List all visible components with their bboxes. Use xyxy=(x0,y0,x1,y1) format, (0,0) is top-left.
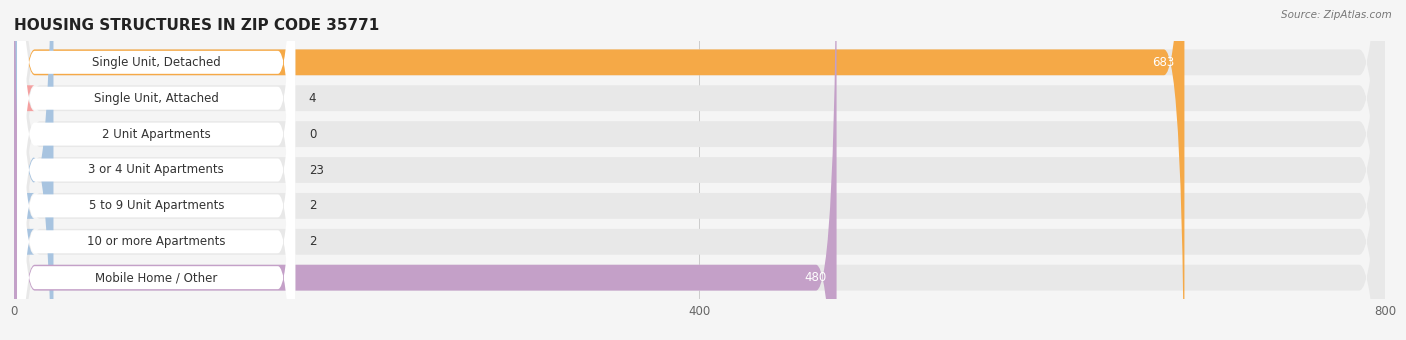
FancyBboxPatch shape xyxy=(17,0,295,340)
Text: 0: 0 xyxy=(309,128,316,141)
FancyBboxPatch shape xyxy=(0,0,35,340)
Text: Source: ZipAtlas.com: Source: ZipAtlas.com xyxy=(1281,10,1392,20)
Text: 3 or 4 Unit Apartments: 3 or 4 Unit Apartments xyxy=(89,164,224,176)
Text: 2: 2 xyxy=(309,199,316,212)
FancyBboxPatch shape xyxy=(14,0,1385,340)
FancyBboxPatch shape xyxy=(17,0,295,340)
FancyBboxPatch shape xyxy=(14,0,1385,340)
Text: 683: 683 xyxy=(1152,56,1174,69)
FancyBboxPatch shape xyxy=(17,0,295,340)
Text: Single Unit, Attached: Single Unit, Attached xyxy=(94,92,219,105)
FancyBboxPatch shape xyxy=(17,0,295,340)
FancyBboxPatch shape xyxy=(14,0,1385,340)
FancyBboxPatch shape xyxy=(14,0,1385,340)
FancyBboxPatch shape xyxy=(14,0,1385,340)
Text: 4: 4 xyxy=(309,92,316,105)
Text: 480: 480 xyxy=(804,271,827,284)
FancyBboxPatch shape xyxy=(14,0,53,340)
FancyBboxPatch shape xyxy=(14,0,1184,340)
Text: 10 or more Apartments: 10 or more Apartments xyxy=(87,235,225,248)
Text: HOUSING STRUCTURES IN ZIP CODE 35771: HOUSING STRUCTURES IN ZIP CODE 35771 xyxy=(14,18,380,33)
Text: 2 Unit Apartments: 2 Unit Apartments xyxy=(101,128,211,141)
FancyBboxPatch shape xyxy=(0,0,35,340)
FancyBboxPatch shape xyxy=(14,0,1385,340)
FancyBboxPatch shape xyxy=(14,0,1385,340)
FancyBboxPatch shape xyxy=(17,0,295,340)
FancyBboxPatch shape xyxy=(17,0,295,340)
Text: Mobile Home / Other: Mobile Home / Other xyxy=(96,271,218,284)
Text: 2: 2 xyxy=(309,235,316,248)
FancyBboxPatch shape xyxy=(14,0,837,340)
Text: 23: 23 xyxy=(309,164,323,176)
Text: 5 to 9 Unit Apartments: 5 to 9 Unit Apartments xyxy=(89,199,224,212)
Text: Single Unit, Detached: Single Unit, Detached xyxy=(91,56,221,69)
FancyBboxPatch shape xyxy=(17,0,295,340)
FancyBboxPatch shape xyxy=(0,0,35,340)
